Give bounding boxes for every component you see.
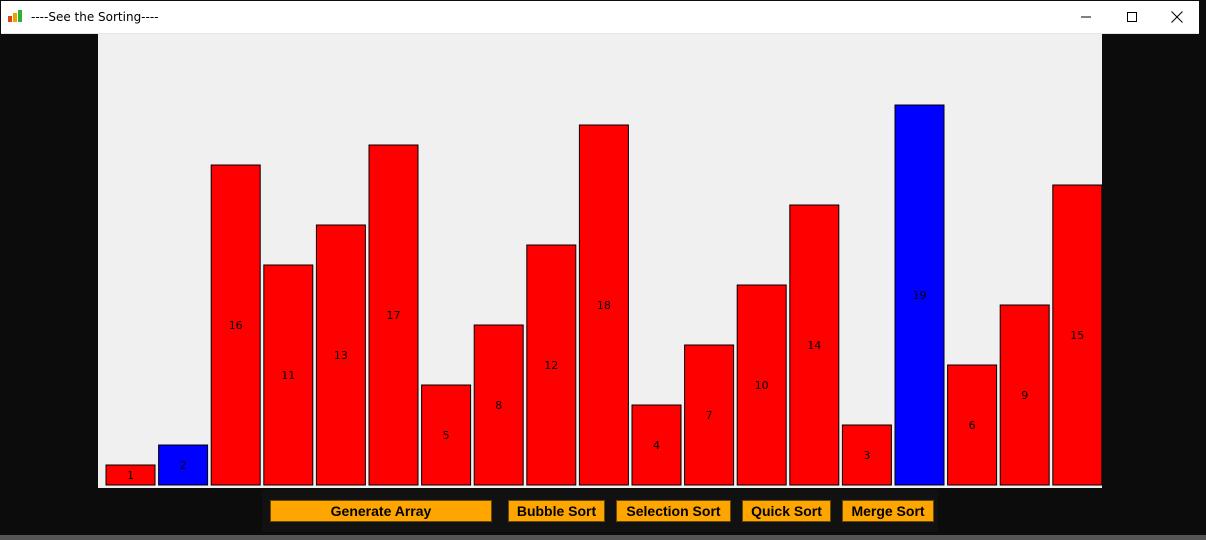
bar: [105, 464, 156, 486]
bar-value-label: 1: [127, 469, 134, 482]
bar-value-label: 7: [706, 409, 713, 422]
bar: [263, 264, 314, 486]
bar: [684, 344, 735, 486]
bar: [526, 244, 577, 486]
bar: [421, 384, 472, 486]
bar-value-label: 10: [755, 379, 769, 392]
bar: [578, 124, 629, 486]
bar: [473, 324, 524, 486]
close-icon: [1171, 11, 1183, 23]
bar: [789, 204, 840, 486]
bar-value-label: 14: [807, 339, 821, 352]
bar-value-label: 4: [653, 439, 660, 452]
bar: [841, 424, 892, 486]
bar: [894, 104, 945, 486]
bar: [947, 364, 998, 486]
sort-canvas: 1 2 16 11 13 17 5 8 12 18 4 7 10 14 3 19 6 9 15: [98, 34, 1102, 488]
window-title: ----See the Sorting----: [31, 10, 159, 24]
bar: [1052, 184, 1102, 486]
title-bar: ----See the Sorting----: [1, 1, 1199, 34]
bar: [368, 144, 419, 486]
bar: [315, 224, 366, 486]
bar-value-label: 2: [180, 459, 187, 472]
control-panel: Generate Array Bubble Sort Selection Sor…: [262, 490, 938, 532]
bar-value-label: 13: [334, 349, 348, 362]
bar-value-label: 12: [544, 359, 558, 372]
bar: [158, 444, 209, 486]
maximize-icon: [1127, 12, 1137, 22]
generate-array-button[interactable]: Generate Array: [270, 500, 492, 522]
close-button[interactable]: [1154, 1, 1200, 33]
bar-value-label: 9: [1021, 389, 1028, 402]
bar-value-label: 15: [1070, 329, 1084, 342]
selection-sort-button[interactable]: Selection Sort: [616, 500, 731, 522]
bar-value-label: 5: [443, 429, 450, 442]
bar-value-label: 19: [913, 289, 927, 302]
bar: [210, 164, 261, 486]
maximize-button[interactable]: [1109, 1, 1155, 33]
bar-value-label: 17: [387, 309, 401, 322]
minimize-icon: [1081, 16, 1091, 18]
merge-sort-button[interactable]: Merge Sort: [842, 500, 934, 522]
bar-value-label: 16: [229, 319, 243, 332]
bar-value-label: 18: [597, 299, 611, 312]
bubble-sort-button[interactable]: Bubble Sort: [508, 500, 605, 522]
bar-value-label: 8: [495, 399, 502, 412]
app-icon: [8, 10, 24, 24]
window-bottom-edge: [0, 535, 1206, 540]
bar: [736, 284, 787, 486]
bar: [631, 404, 682, 486]
quick-sort-button[interactable]: Quick Sort: [742, 500, 831, 522]
bar: [999, 304, 1050, 486]
bar-value-label: 11: [281, 369, 295, 382]
bar-value-label: 3: [863, 449, 870, 462]
minimize-button[interactable]: [1063, 1, 1109, 33]
bar-value-label: 6: [969, 419, 976, 432]
